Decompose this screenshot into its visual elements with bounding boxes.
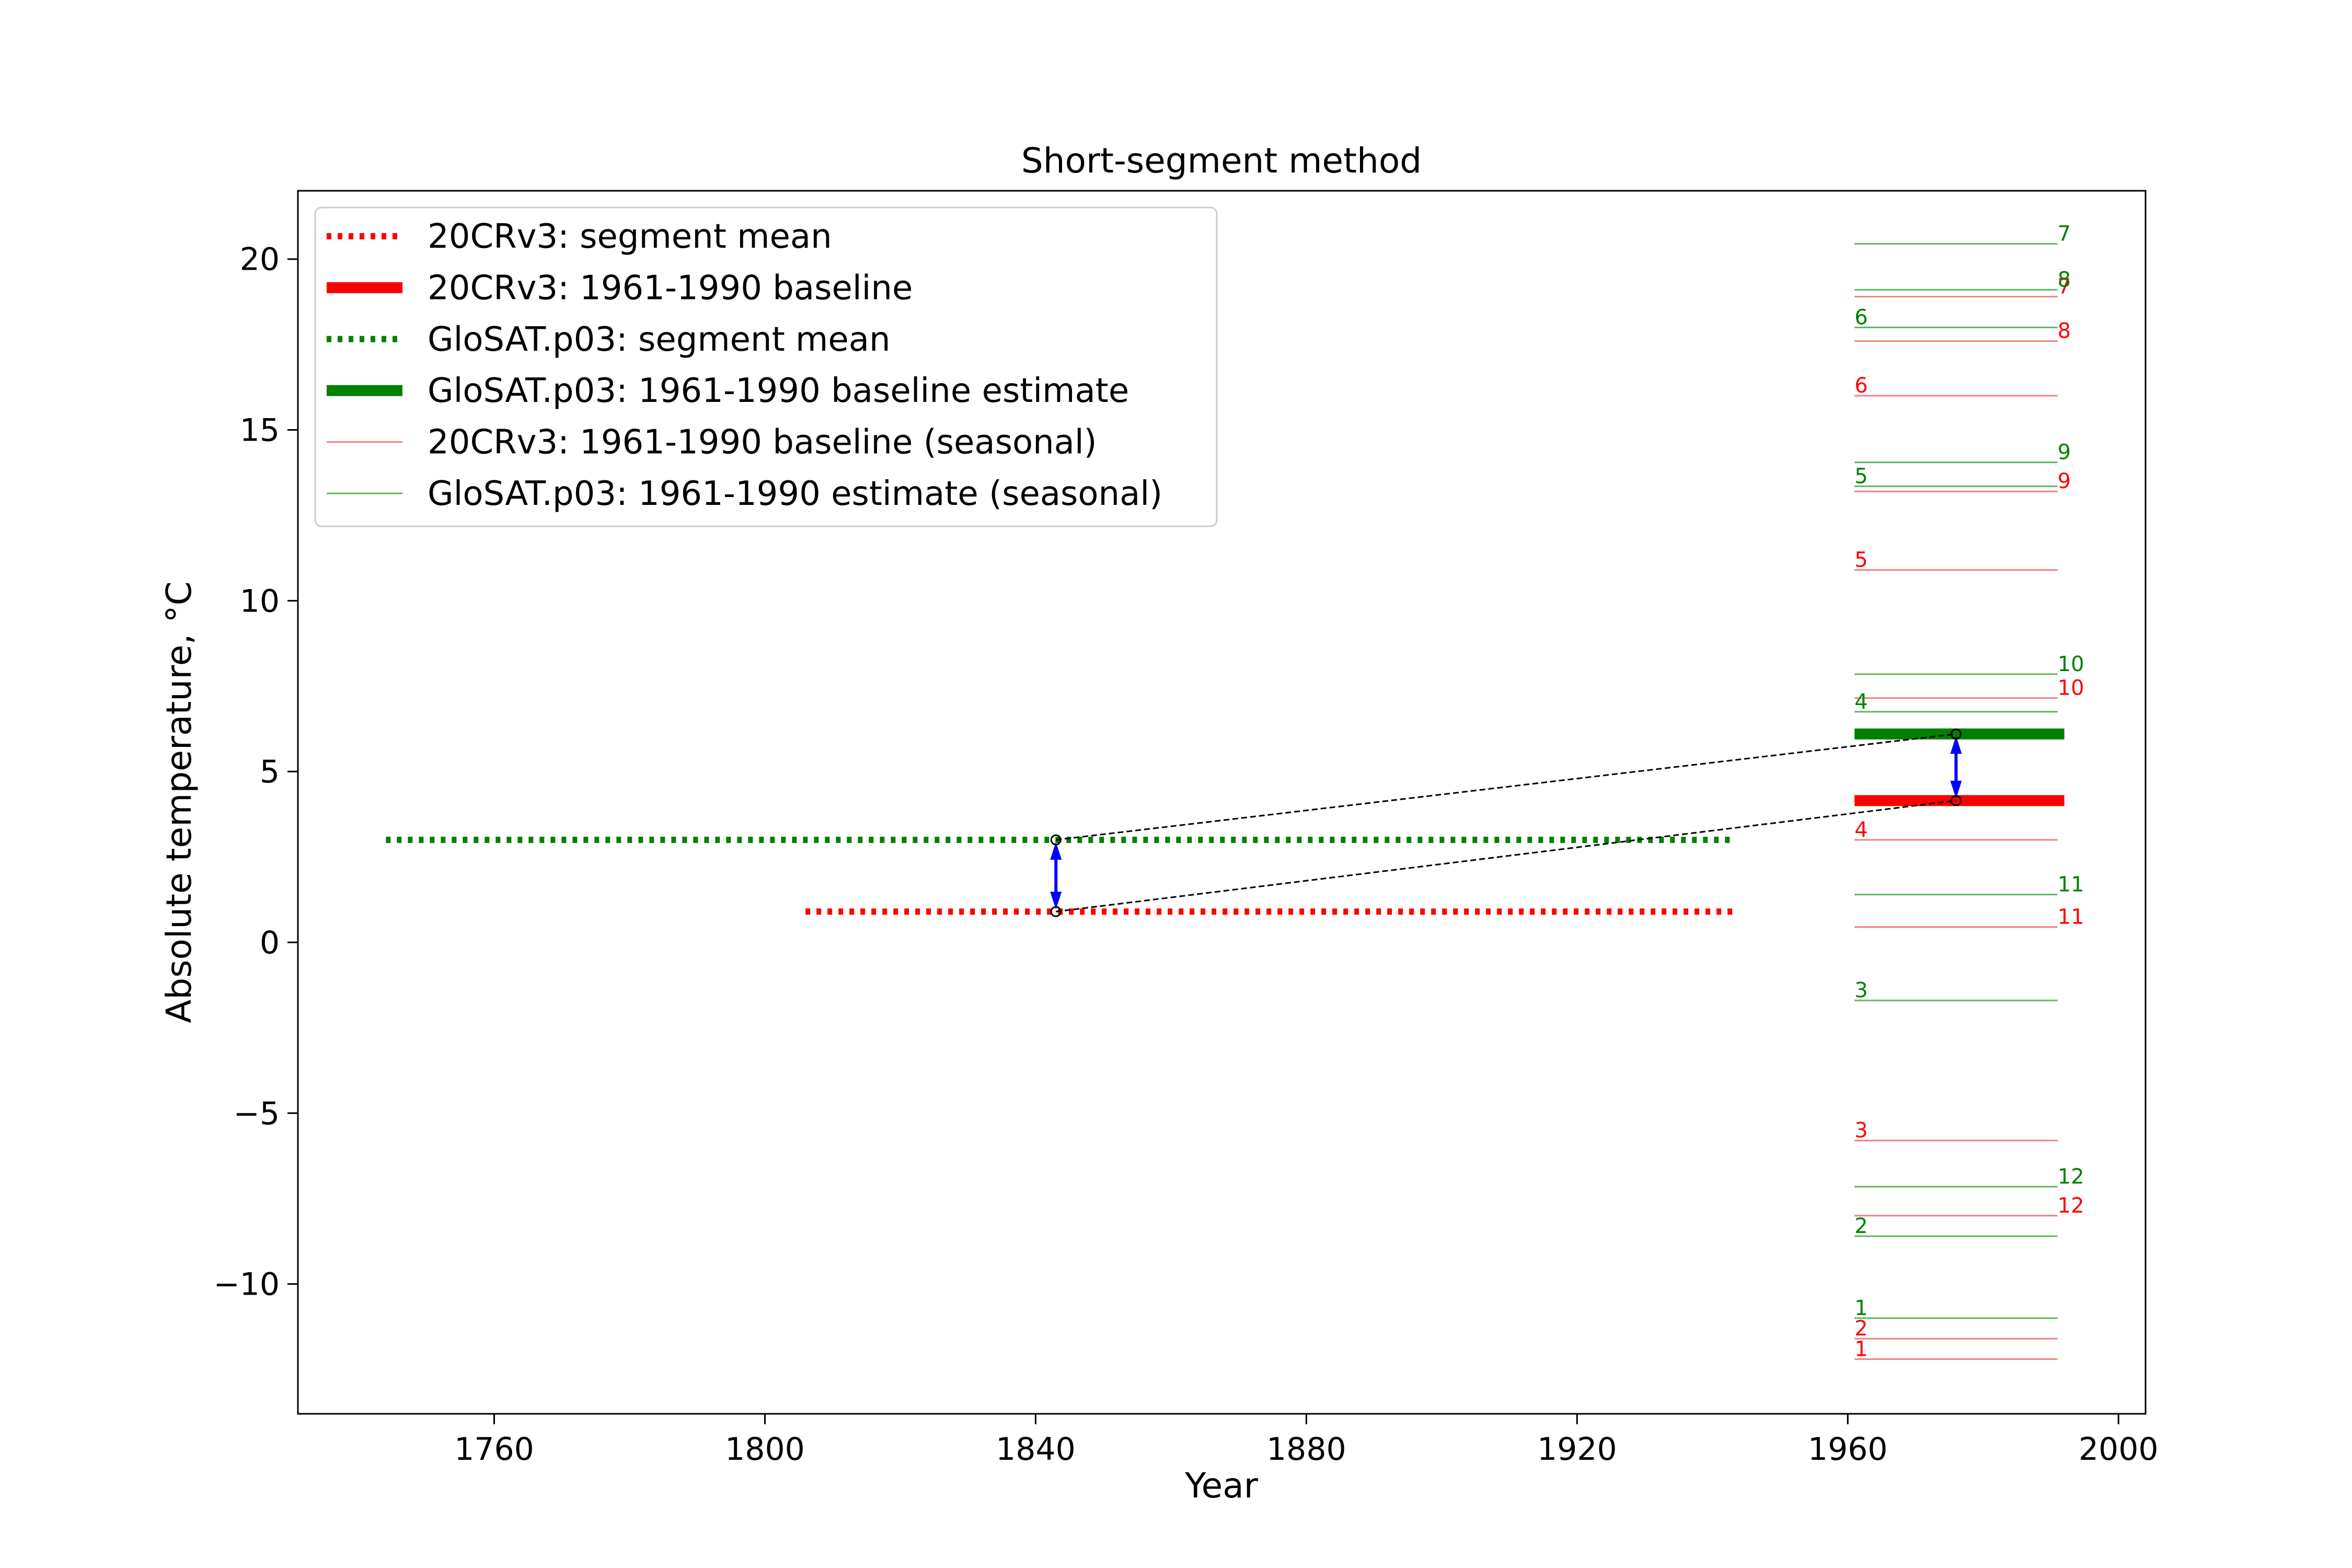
seasonal-label-20crv3: 9 (2058, 469, 2071, 493)
seasonal-label-glosat: 1 (1854, 1296, 1867, 1320)
x-tick-label: 1840 (996, 1431, 1076, 1468)
y-tick-label: 10 (240, 583, 280, 619)
x-axis: 1760 1800 1840 1880 1920 1960 2000 (454, 1414, 2159, 1468)
seasonal-label-glosat: 11 (2058, 872, 2084, 896)
offset-marker (1050, 834, 1062, 846)
offset-marker (1950, 795, 1962, 806)
offset-marker (1950, 728, 1962, 740)
x-tick-label: 1960 (1808, 1431, 1888, 1468)
seasonal-label-20crv3: 3 (1854, 1119, 1867, 1143)
seasonal-label-glosat: 9 (2058, 441, 2071, 465)
offset-arrow-head-down (1950, 780, 1962, 799)
y-tick-label: −5 (234, 1096, 280, 1132)
offset-annotations (1050, 728, 1962, 917)
seasonal-label-glosat: 2 (1854, 1214, 1867, 1238)
y-axis-label: Absolute temperature, °C (159, 581, 199, 1023)
seasonal-label-glosat: 12 (2058, 1165, 2084, 1189)
y-axis: −10 −5 0 5 10 15 20 (213, 241, 298, 1303)
legend-label: GloSAT.p03: 1961-1990 baseline estimate (428, 372, 1129, 410)
y-tick-label: 15 (240, 412, 280, 449)
legend: 20CRv3: segment mean 20CRv3: 1961-1990 ba… (314, 206, 1218, 527)
x-tick-label: 1760 (454, 1431, 534, 1468)
x-tick-label: 1880 (1266, 1431, 1346, 1468)
offset-marker (1050, 906, 1062, 917)
x-axis-label: Year (1184, 1466, 1259, 1506)
seasonal-label-glosat: 4 (1854, 690, 1867, 714)
seasonal-label-glosat: 5 (1854, 464, 1867, 488)
seasonal-label-20crv3: 4 (1854, 818, 1867, 842)
connector-line (1056, 733, 1956, 841)
seasonal-label-20crv3: 6 (1854, 374, 1867, 398)
chart-title: Short-segment method (1021, 141, 1422, 181)
connector-line (1056, 800, 1956, 913)
legend-label: GloSAT.p03: 1961-1990 estimate (seasonal… (428, 475, 1162, 513)
x-tick-label: 1920 (1537, 1431, 1617, 1468)
seasonal-label-glosat: 7 (2058, 222, 2071, 246)
legend-label: 20CRv3: 1961-1990 baseline (428, 269, 913, 307)
legend-items: 20CRv3: segment mean 20CRv3: 1961-1990 ba… (327, 217, 1162, 513)
y-tick-label: 20 (240, 241, 280, 278)
y-tick-label: 5 (260, 754, 280, 790)
seasonal-label-glosat: 8 (2058, 268, 2071, 292)
seasonal-label-glosat: 3 (1854, 978, 1867, 1002)
seasonal-label-20crv3: 1 (1854, 1337, 1867, 1361)
plot-frame (297, 190, 2147, 1415)
offset-arrow-head-down (1050, 892, 1062, 910)
seasonal-label-20crv3: 5 (1854, 548, 1867, 572)
seasonal-label-20crv3: 11 (2058, 905, 2084, 929)
seasonal-label-20crv3: 7 (2058, 275, 2071, 299)
seasonal-label-20crv3: 12 (2058, 1194, 2084, 1218)
x-tick-label: 2000 (2079, 1431, 2159, 1468)
y-tick-label: −10 (213, 1266, 280, 1303)
seasonal-label-glosat: 6 (1854, 305, 1867, 329)
legend-label: GloSAT.p03: segment mean (428, 320, 891, 359)
legend-label: 20CRv3: 1961-1990 baseline (seasonal) (428, 423, 1097, 462)
offset-arrow-head-up (1050, 841, 1062, 860)
seasonal-label-20crv3: 8 (2058, 319, 2071, 343)
x-tick-label: 1800 (725, 1431, 805, 1468)
seasonal-label-20crv3: 10 (2058, 676, 2084, 700)
legend-box (314, 206, 1218, 527)
legend-label: 20CRv3: segment mean (428, 217, 832, 256)
y-tick-label: 0 (260, 925, 280, 961)
seasonal-label-20crv3: 2 (1854, 1317, 1867, 1341)
seasonal-label-glosat: 10 (2058, 652, 2084, 676)
offset-arrow-head-up (1950, 736, 1962, 754)
